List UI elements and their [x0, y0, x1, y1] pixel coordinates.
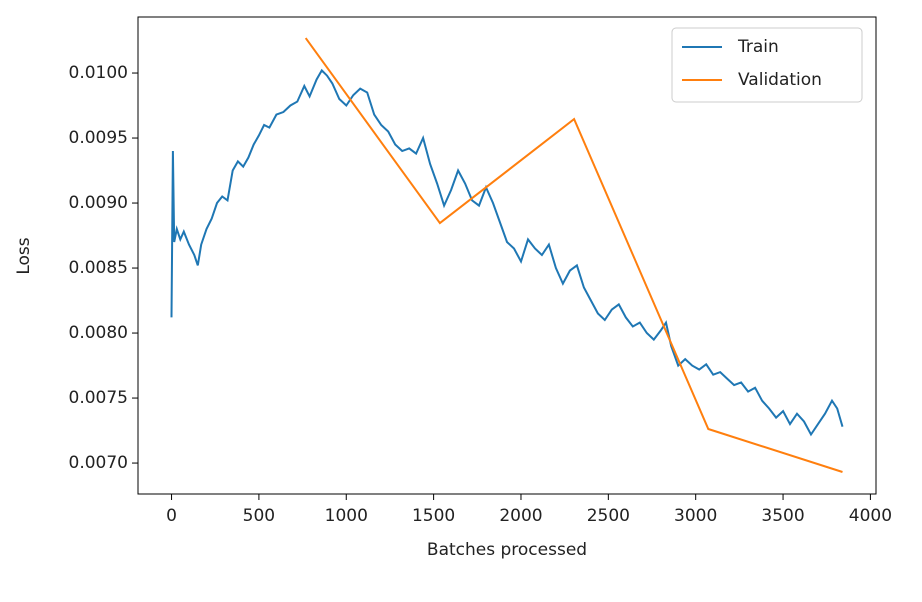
x-tick-label: 4000	[849, 506, 892, 526]
y-tick-label: 0.0075	[69, 388, 128, 408]
x-tick-label: 3000	[674, 506, 717, 526]
y-tick-label: 0.0100	[69, 63, 128, 83]
x-axis-label: Batches processed	[427, 540, 587, 560]
y-tick-label: 0.0080	[69, 323, 128, 343]
legend-label: Train	[737, 37, 779, 57]
y-tick-label: 0.0085	[69, 258, 128, 278]
x-tick-label: 500	[243, 506, 275, 526]
x-tick-label: 1000	[325, 506, 368, 526]
x-tick-label: 2000	[499, 506, 542, 526]
legend-label: Validation	[738, 70, 822, 90]
x-tick-label: 3500	[761, 506, 804, 526]
x-tick-label: 2500	[587, 506, 630, 526]
plot-frame	[137, 16, 877, 495]
y-axis-label: Loss	[14, 237, 34, 274]
x-tick-label: 1500	[412, 506, 455, 526]
series-line	[304, 37, 843, 473]
y-tick-label: 0.0095	[69, 128, 128, 148]
series-line	[170, 68, 844, 437]
x-tick-label: 0	[166, 506, 177, 526]
y-tick-label: 0.0070	[69, 453, 128, 473]
y-tick-label: 0.0090	[69, 193, 128, 213]
